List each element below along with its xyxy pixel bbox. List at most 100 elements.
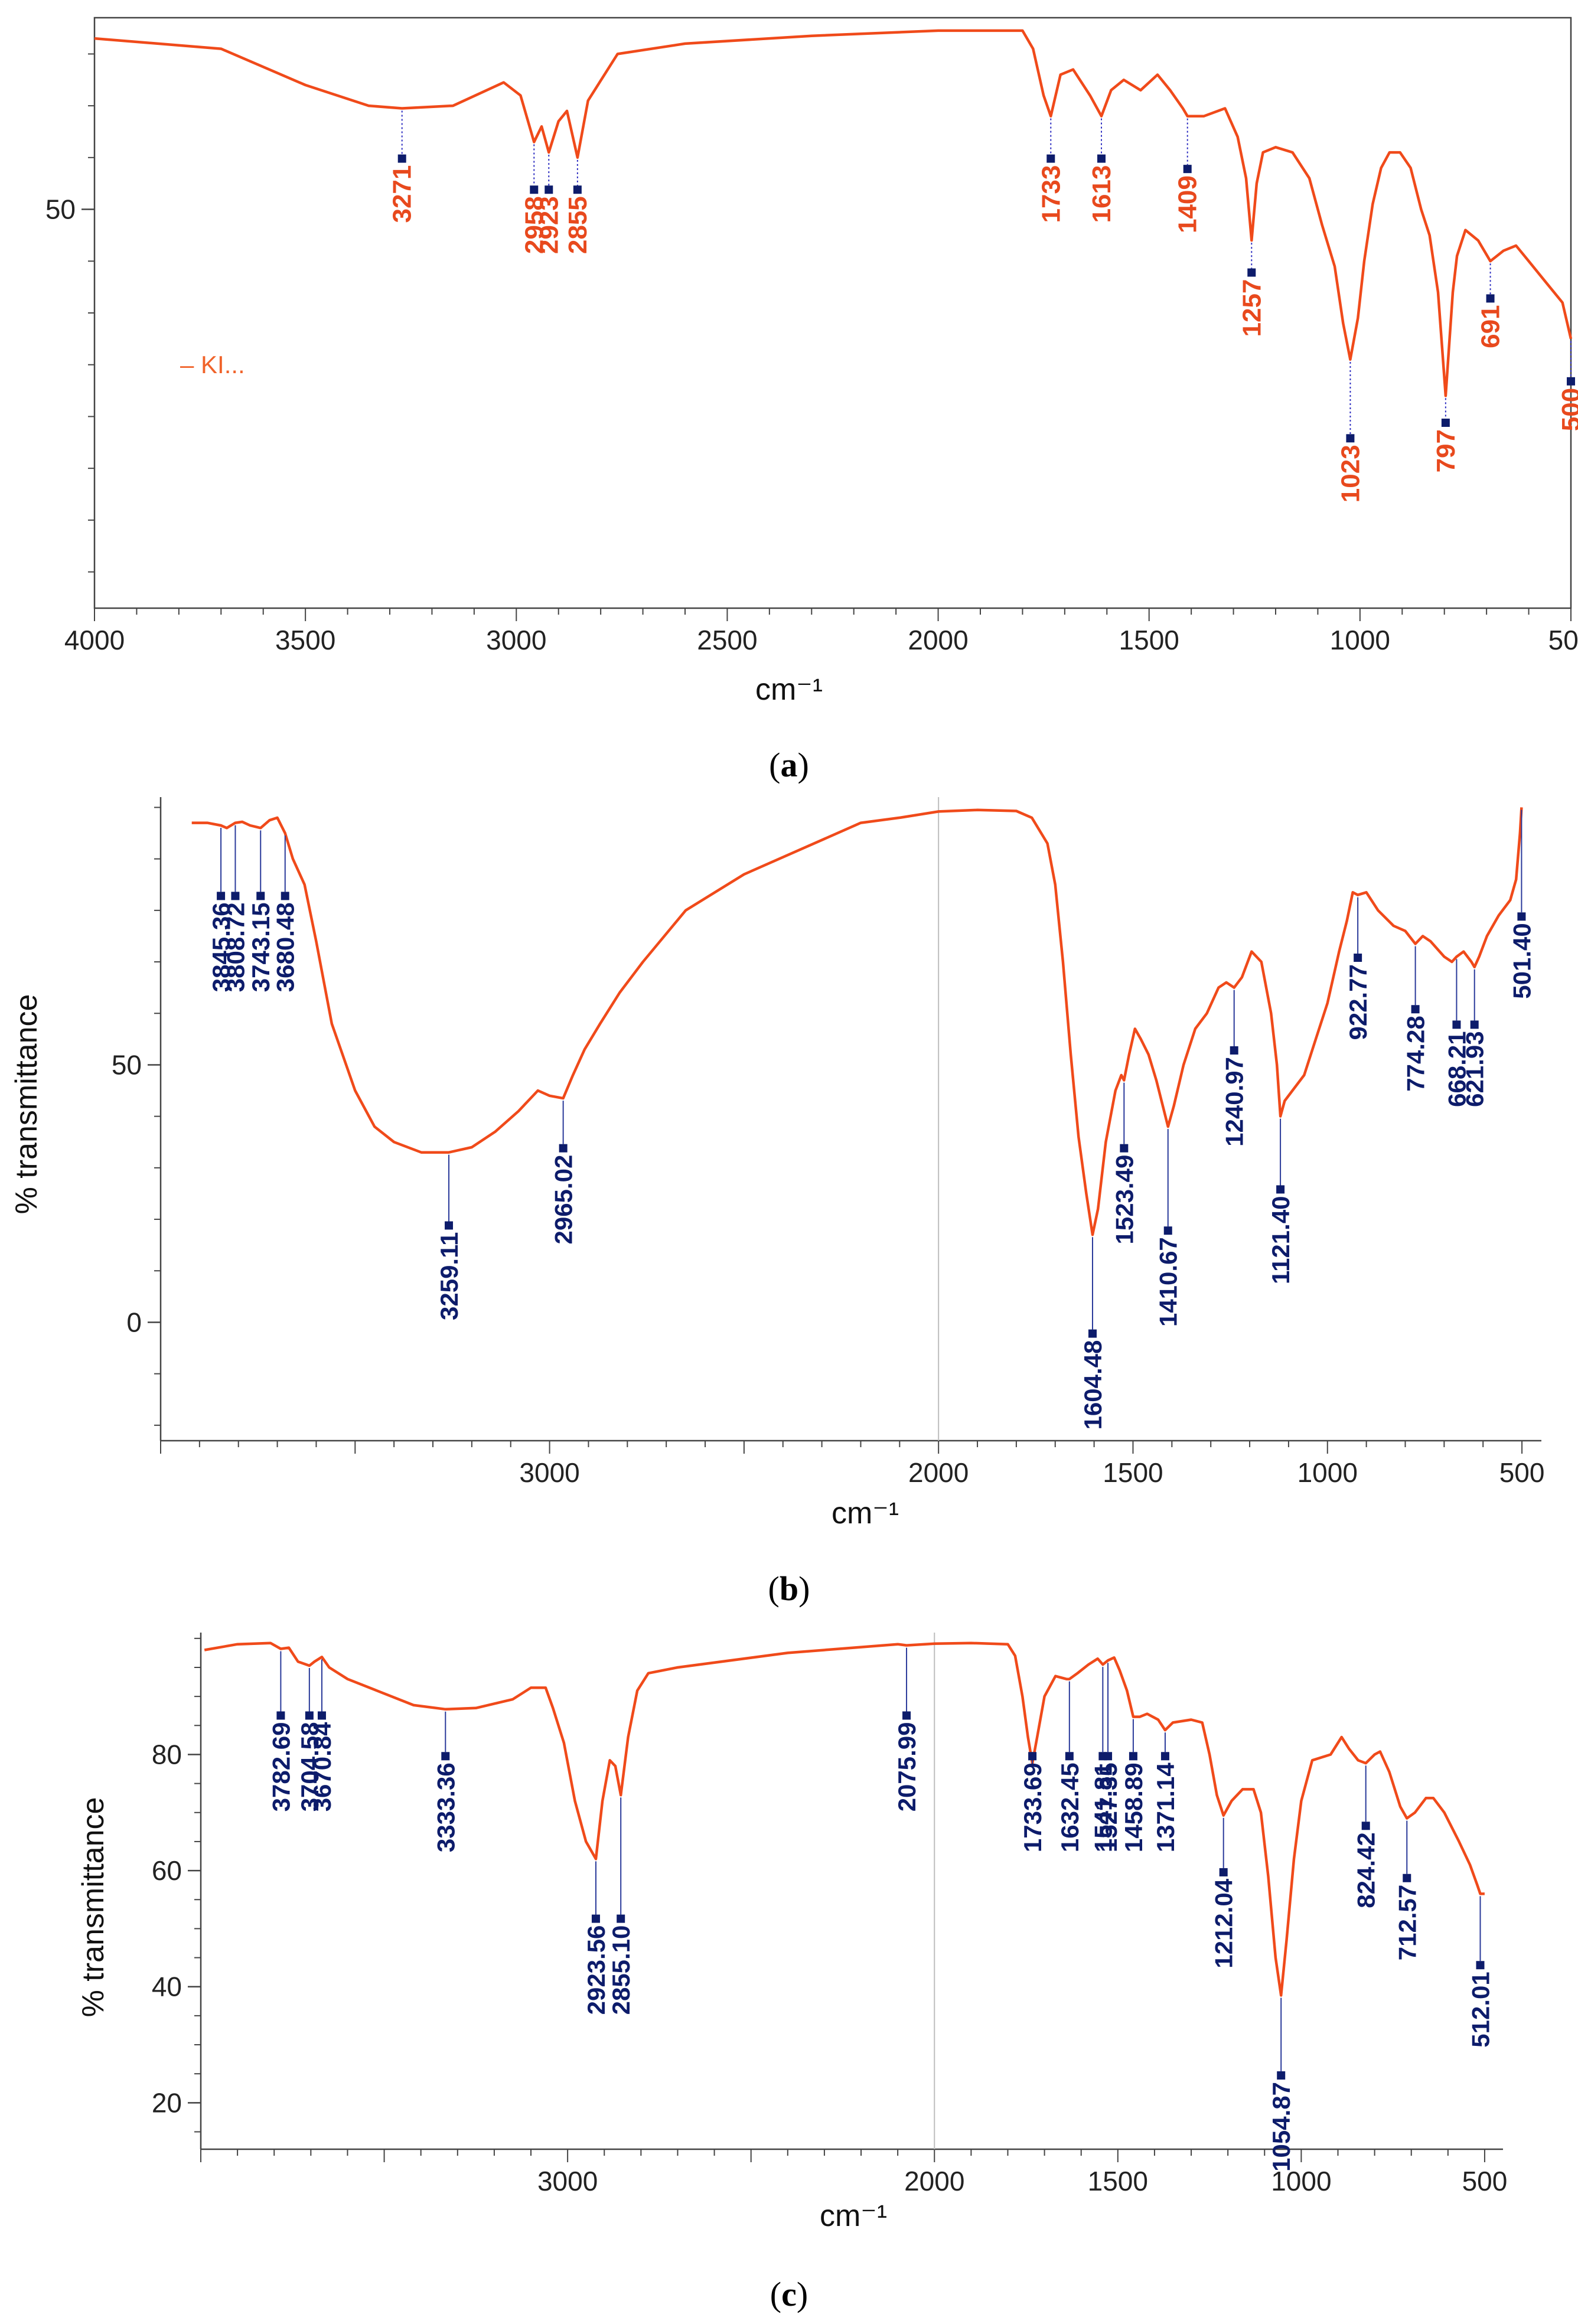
x-tick-label: 500 bbox=[1499, 1457, 1545, 1488]
peak-label: 1458.89 bbox=[1120, 1762, 1147, 1852]
peak-label: 691 bbox=[1476, 305, 1505, 348]
peak-label: 1733 bbox=[1036, 165, 1065, 223]
peak-marker: 1527.35 bbox=[1094, 1663, 1122, 1852]
peak-label: 712.57 bbox=[1393, 1885, 1421, 1960]
peak-marker: 2923.56 bbox=[582, 1861, 610, 2015]
peak-marker: 2855 bbox=[563, 159, 592, 254]
peak-square-marker bbox=[1088, 1329, 1097, 1338]
peak-label: 2855 bbox=[563, 196, 592, 254]
plot-frame bbox=[93, 17, 1572, 609]
peak-square-marker bbox=[1486, 294, 1495, 303]
peak-label: 501.40 bbox=[1508, 923, 1535, 998]
peak-label: 1541.81 bbox=[1089, 1762, 1117, 1852]
peak-label: 774.28 bbox=[1402, 1016, 1430, 1091]
peak-square-marker bbox=[397, 154, 406, 163]
peak-square-marker bbox=[1276, 1185, 1285, 1194]
peak-marker: 1632.45 bbox=[1056, 1681, 1084, 1852]
peak-square-marker bbox=[1163, 1226, 1172, 1235]
peak-marker: 1733 bbox=[1036, 118, 1065, 223]
y-tick-label: 40 bbox=[152, 1972, 182, 2002]
x-tick-label: 1500 bbox=[1119, 625, 1179, 655]
peak-label: 3743.15 bbox=[247, 902, 275, 992]
peak-label: 2855.10 bbox=[607, 1925, 635, 2015]
peak-marker: 3704.58 bbox=[296, 1668, 324, 1811]
y-tick-label: 20 bbox=[152, 2087, 182, 2118]
peak-marker: 1733.69 bbox=[1019, 1752, 1046, 1852]
y-tick-label: 50 bbox=[45, 194, 76, 225]
peak-marker: 668.21 bbox=[1443, 959, 1471, 1107]
peak-square-marker bbox=[591, 1914, 600, 1923]
peak-marker: 1212.04 bbox=[1210, 1817, 1238, 1969]
peak-label: 3808.72 bbox=[221, 902, 249, 992]
y-tick-label: 60 bbox=[152, 1855, 182, 1886]
peak-square-marker bbox=[1046, 154, 1055, 163]
peak-label: 1257 bbox=[1237, 279, 1266, 337]
peak-marker: 3259.11 bbox=[435, 1154, 463, 1320]
peak-marker: 3743.15 bbox=[247, 830, 275, 992]
peak-label: 1527.35 bbox=[1094, 1762, 1122, 1852]
peak-label: 668.21 bbox=[1443, 1031, 1471, 1106]
peak-square-marker bbox=[1346, 434, 1355, 443]
peak-marker: 512.01 bbox=[1466, 1896, 1494, 2048]
x-tick-label: 3000 bbox=[537, 2166, 598, 2196]
x-tick-label: 500 bbox=[1462, 2166, 1508, 2196]
peak-marker: 3808.72 bbox=[221, 825, 249, 992]
peak-square-marker bbox=[441, 1752, 450, 1761]
panel-a-legend: – KI... bbox=[180, 351, 245, 378]
peak-square-marker bbox=[1403, 1873, 1411, 1882]
peak-marker: 922.77 bbox=[1344, 897, 1372, 1040]
peak-label: 1733.69 bbox=[1019, 1762, 1046, 1852]
peak-marker: 3680.48 bbox=[272, 835, 299, 992]
peak-label: 1632.45 bbox=[1056, 1762, 1084, 1852]
peak-square-marker bbox=[231, 892, 240, 900]
peak-marker: 3782.69 bbox=[267, 1651, 295, 1811]
peak-square-marker bbox=[1219, 1868, 1228, 1876]
peak-marker: 500 bbox=[1557, 341, 1578, 431]
x-tick-label: 3000 bbox=[486, 625, 546, 655]
peak-label: 1523.49 bbox=[1110, 1155, 1138, 1245]
peak-square-marker bbox=[1104, 1752, 1113, 1761]
panel-b-axes: 3000 2000 1500 1000 500 0 50 bbox=[112, 797, 1545, 1488]
peak-label: 3259.11 bbox=[435, 1232, 463, 1320]
peak-square-marker bbox=[1120, 1144, 1129, 1153]
peak-square-marker bbox=[1028, 1752, 1037, 1761]
peak-marker: 824.42 bbox=[1352, 1765, 1380, 1908]
peak-label: 1054.87 bbox=[1267, 2082, 1295, 2172]
peak-marker: 1257 bbox=[1237, 243, 1266, 337]
peak-marker: 691 bbox=[1476, 263, 1505, 348]
panel-a-spectrum-line bbox=[94, 29, 1573, 397]
peak-marker: 621.93 bbox=[1461, 969, 1489, 1107]
peak-marker: 2958 bbox=[520, 144, 549, 254]
peak-marker: 3670.84 bbox=[308, 1659, 336, 1811]
peak-square-marker bbox=[276, 1711, 285, 1720]
peak-square-marker bbox=[902, 1711, 911, 1720]
peak-label: 512.01 bbox=[1466, 1972, 1494, 2047]
peak-marker: 1458.89 bbox=[1120, 1719, 1147, 1852]
peak-square-marker bbox=[530, 185, 539, 194]
peak-label: 3670.84 bbox=[308, 1722, 336, 1811]
panel-b-caption: (b) bbox=[768, 1569, 810, 1608]
x-tick-label: 2500 bbox=[697, 625, 757, 655]
peak-square-marker bbox=[1129, 1752, 1137, 1761]
peak-marker: 1409 bbox=[1173, 118, 1202, 233]
x-tick-label: 500 bbox=[1548, 625, 1578, 655]
peak-label: 2075.99 bbox=[893, 1722, 921, 1811]
peak-label: 3782.69 bbox=[267, 1722, 295, 1811]
peak-label: 1212.04 bbox=[1210, 1878, 1238, 1968]
peak-marker: 2923 bbox=[534, 155, 563, 254]
peak-square-marker bbox=[256, 892, 265, 900]
peak-label: 1409 bbox=[1173, 175, 1202, 233]
peak-square-marker bbox=[1567, 377, 1575, 386]
peak-square-marker bbox=[1476, 1961, 1485, 1970]
peak-marker: 797 bbox=[1432, 398, 1460, 472]
peak-square-marker bbox=[1277, 2071, 1286, 2080]
peak-marker: 2965.02 bbox=[550, 1101, 578, 1245]
peak-label: 1121.40 bbox=[1267, 1196, 1295, 1284]
peak-marker: 1023 bbox=[1336, 361, 1365, 502]
peak-square-marker bbox=[1517, 912, 1526, 921]
peak-square-marker bbox=[445, 1221, 454, 1230]
